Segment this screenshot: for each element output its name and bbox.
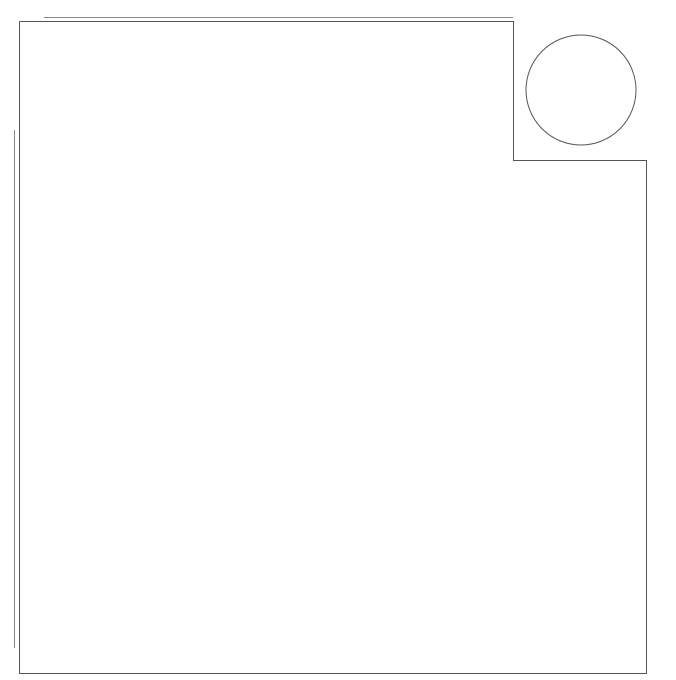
north-compass <box>525 34 637 146</box>
lot-boundary <box>19 21 647 674</box>
compass-circle <box>525 34 637 146</box>
